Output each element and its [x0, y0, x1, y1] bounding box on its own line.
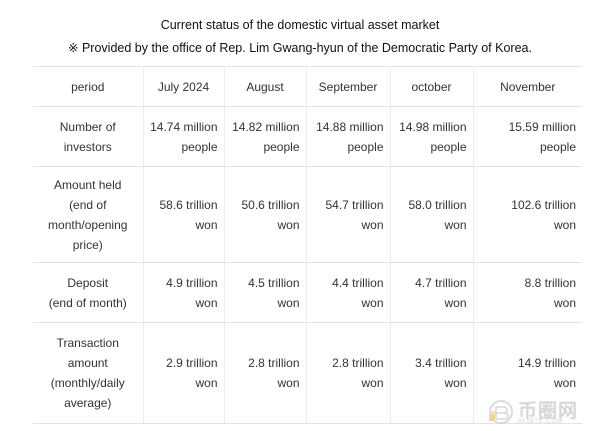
header-september: September: [305, 66, 391, 107]
table-cell: 50.6 trillion won: [223, 166, 307, 263]
table-subtitle: ※ Provided by the office of Rep. Lim Gwa…: [68, 41, 532, 55]
header-august: August: [223, 66, 307, 107]
table-cell: 3.4 trillion won: [389, 322, 474, 424]
table-cell: 8.8 trillion won: [472, 262, 582, 323]
table-cell: 58.0 trillion won: [389, 166, 474, 263]
header-july-2024: July 2024: [142, 66, 225, 107]
table-cell: 4.4 trillion won: [305, 262, 391, 323]
table-row: Transaction amount (monthly/daily average) …: [33, 322, 582, 424]
table-cell: 14.88 million people: [305, 106, 391, 167]
table-cell: 4.9 trillion won: [142, 262, 225, 323]
row-label: Number of investors: [33, 106, 144, 167]
table-row: Number of investors 14.74 million people 1…: [33, 106, 582, 167]
coin-logo-icon: [489, 400, 513, 424]
market-status-table: period July 2024 August September octobe…: [33, 66, 582, 424]
watermark-brand: 币圈网: [518, 400, 579, 422]
table-cell: 58.6 trillion won: [142, 166, 225, 263]
table-cell: 4.5 trillion won: [223, 262, 307, 323]
table-title: Current status of the domestic virtual a…: [160, 18, 440, 32]
watermark-logo: 币圈网 ALIBTC.COM: [486, 396, 596, 428]
table-cell: 15.59 million people: [472, 106, 582, 167]
table-cell: 2.8 trillion won: [305, 322, 391, 424]
table-cell: 102.6 trillion won: [472, 166, 582, 263]
row-label: Transaction amount (monthly/daily average): [33, 322, 144, 424]
table-cell: 14.74 million people: [142, 106, 225, 167]
watermark-site: ALIBTC.COM: [518, 418, 563, 425]
table-cell: 14.82 million people: [223, 106, 307, 167]
table-cell: 2.9 trillion won: [142, 322, 225, 424]
table-cell: 4.7 trillion won: [389, 262, 474, 323]
table-cell: 54.7 trillion won: [305, 166, 391, 263]
row-label: Amount held (end of month/opening price): [33, 166, 144, 263]
table-cell: 14.98 million people: [389, 106, 474, 167]
header-october: october: [389, 66, 474, 107]
header-period: period: [33, 66, 144, 107]
header-november: November: [472, 66, 582, 107]
table-row: Deposit (end of month) 4.9 trillion won 4.…: [33, 262, 582, 323]
table-row: Amount held (end of month/opening price) 58…: [33, 166, 582, 263]
row-label: Deposit (end of month): [33, 262, 144, 323]
table-cell: 2.8 trillion won: [223, 322, 307, 424]
header-row: period July 2024 August September octobe…: [33, 66, 582, 107]
